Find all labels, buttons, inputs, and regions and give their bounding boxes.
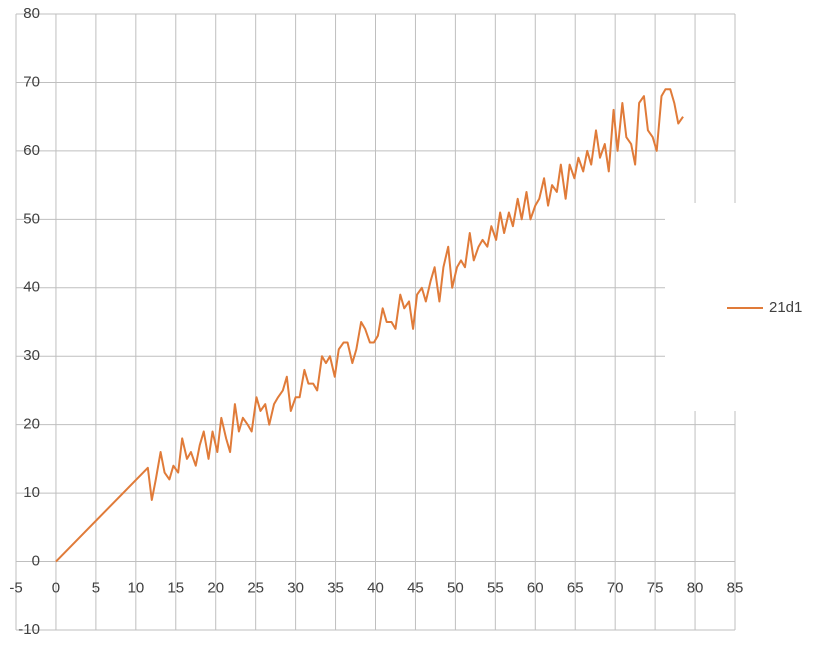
x-tick-label: 35 (327, 580, 344, 597)
y-tick-label: 50 (23, 210, 40, 227)
data-line (55, 88, 684, 563)
x-tick-label: 65 (567, 580, 584, 597)
x-tick-label: 85 (727, 580, 744, 597)
y-tick-label: 70 (23, 73, 40, 90)
legend-label: 21d1 (769, 299, 802, 316)
x-tick-label: 55 (487, 580, 504, 597)
x-tick-label: 0 (52, 580, 60, 597)
y-tick-label: 10 (23, 484, 40, 501)
x-tick-label: 30 (287, 580, 304, 597)
y-tick-label: 20 (23, 416, 40, 433)
x-tick-label: -5 (9, 580, 22, 597)
legend: 21d1 (665, 203, 821, 411)
x-tick-label: 70 (607, 580, 624, 597)
x-tick-label: 75 (647, 580, 664, 597)
x-tick-label: 40 (367, 580, 384, 597)
x-tick-label: 45 (407, 580, 424, 597)
plot (55, 88, 684, 563)
y-tick-label: 0 (32, 553, 40, 570)
x-tick-label: 50 (447, 580, 464, 597)
x-tick-label: 5 (92, 580, 100, 597)
grid: -5 0 5 10 15 20 25 30 35 40 45 50 55 60 65 70 75 80 85 -10 0… (9, 5, 743, 638)
y-tick-label: 60 (23, 142, 40, 159)
y-tick-label: 80 (23, 5, 40, 22)
x-tick-label: 60 (527, 580, 544, 597)
x-tick-label: 20 (207, 580, 224, 597)
x-tick-label: 25 (247, 580, 264, 597)
y-tick-label: -10 (18, 621, 40, 638)
x-tick-label: 10 (127, 580, 144, 597)
y-tick-label: 30 (23, 347, 40, 364)
x-tick-label: 15 (167, 580, 184, 597)
y-tick-label: 40 (23, 279, 40, 296)
x-tick-label: 80 (687, 580, 704, 597)
